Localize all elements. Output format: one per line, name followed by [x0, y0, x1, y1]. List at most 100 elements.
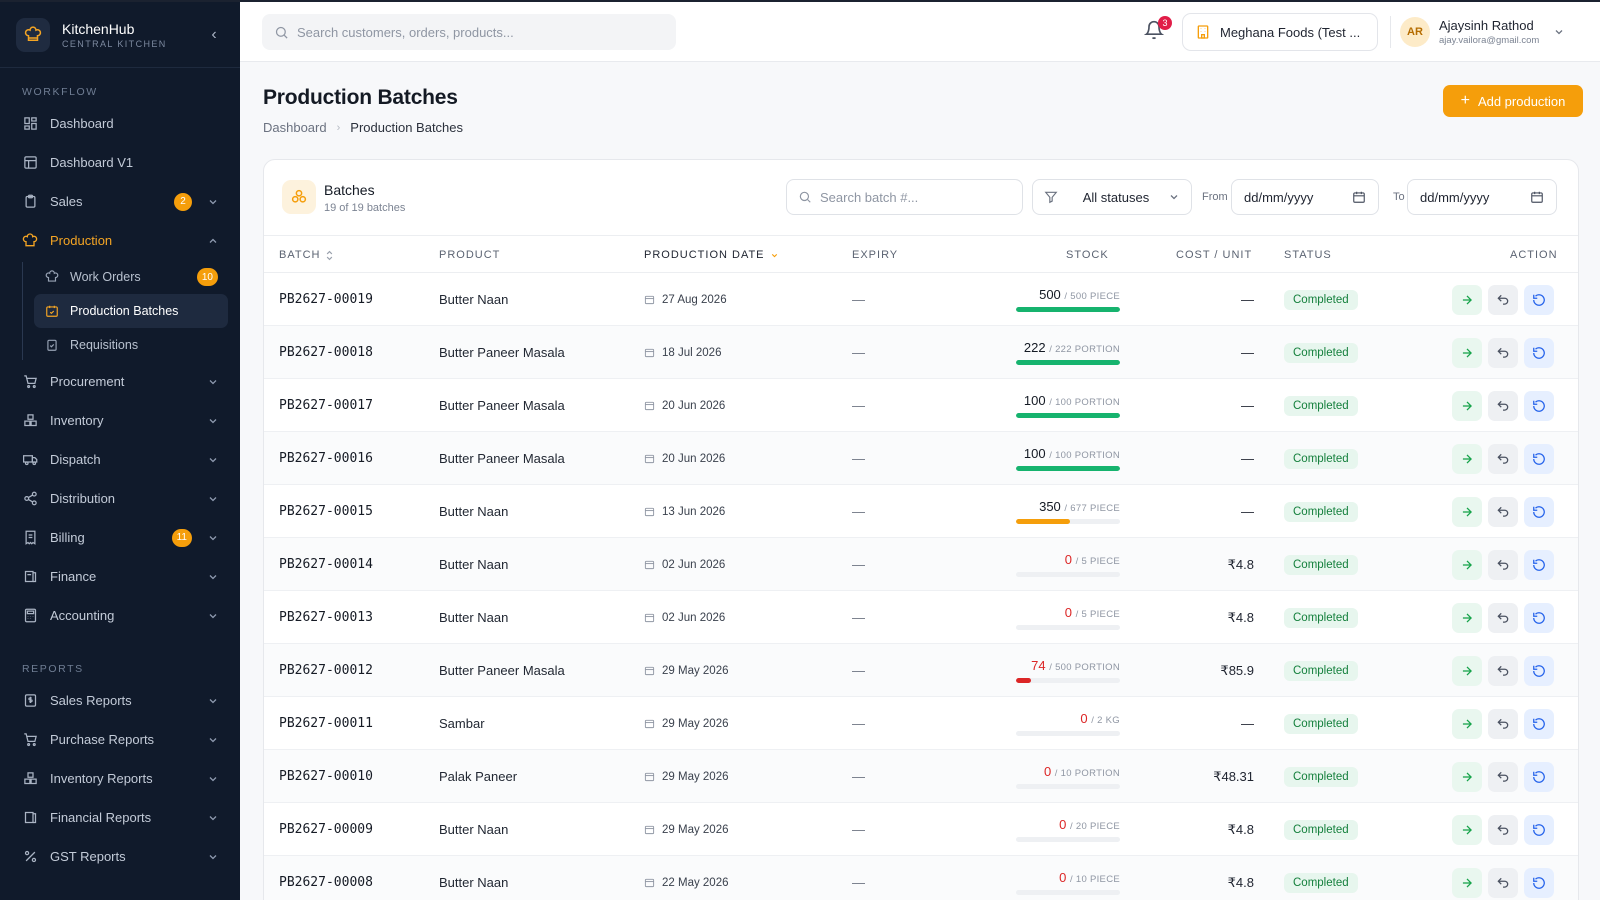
user-menu[interactable]: AR Ajaysinh Rathod ajay.vailora@gmail.co…: [1400, 12, 1590, 52]
reprocess-batch-button[interactable]: [1524, 549, 1554, 580]
sidebar-item-sales-reports[interactable]: Sales Reports: [0, 681, 240, 720]
reprocess-batch-button[interactable]: [1524, 390, 1554, 421]
table-row[interactable]: PB2627-00014 Butter Naan 02 Jun 2026 — 0…: [264, 538, 1578, 591]
view-batch-button[interactable]: [1452, 602, 1482, 633]
batch-search[interactable]: [786, 179, 1023, 215]
reprocess-batch-button[interactable]: [1524, 867, 1554, 898]
return-batch-button[interactable]: [1488, 496, 1518, 527]
table-row[interactable]: PB2627-00019 Butter Naan 27 Aug 2026 — 5…: [264, 273, 1578, 326]
return-batch-button[interactable]: [1488, 655, 1518, 686]
global-search[interactable]: [262, 14, 676, 50]
reprocess-batch-button[interactable]: [1524, 761, 1554, 792]
table-row[interactable]: PB2627-00018 Butter Paneer Masala 18 Jul…: [264, 326, 1578, 379]
column-production-date[interactable]: PRODUCTION DATE: [644, 249, 779, 261]
return-batch-button[interactable]: [1488, 337, 1518, 368]
sidebar-item-dashboard[interactable]: Dashboard: [0, 104, 240, 143]
reprocess-batch-button[interactable]: [1524, 337, 1554, 368]
status-filter-select[interactable]: All statuses: [1032, 179, 1192, 215]
reprocess-batch-button[interactable]: [1524, 708, 1554, 739]
breadcrumb-dashboard-link[interactable]: Dashboard: [263, 120, 327, 135]
sidebar-item-financial-reports[interactable]: Financial Reports: [0, 798, 240, 837]
table-row[interactable]: PB2627-00012 Butter Paneer Masala 29 May…: [264, 644, 1578, 697]
sidebar-item-gst-reports[interactable]: GST Reports: [0, 837, 240, 876]
reprocess-batch-button[interactable]: [1524, 814, 1554, 845]
table-row[interactable]: PB2627-00015 Butter Naan 13 Jun 2026 — 3…: [264, 485, 1578, 538]
return-batch-button[interactable]: [1488, 708, 1518, 739]
add-production-button[interactable]: + Add production: [1443, 85, 1583, 117]
return-batch-button[interactable]: [1488, 602, 1518, 633]
stock-cell: 0 / 2 KG: [1016, 697, 1120, 750]
calendar-icon: [644, 877, 655, 888]
batch-search-input[interactable]: [820, 189, 1000, 205]
column-batch[interactable]: BATCH: [279, 249, 334, 261]
sidebar-subitem-requisitions[interactable]: Requisitions: [34, 328, 228, 362]
view-batch-button[interactable]: [1452, 337, 1482, 368]
sidebar-item-purchase-reports[interactable]: Purchase Reports: [0, 720, 240, 759]
sidebar-item-accounting[interactable]: Accounting: [0, 596, 240, 635]
reprocess-batch-button[interactable]: [1524, 496, 1554, 527]
batch-number[interactable]: PB2627-00019: [279, 292, 373, 307]
batch-number[interactable]: PB2627-00011: [279, 716, 373, 731]
table-row[interactable]: PB2627-00017 Butter Paneer Masala 20 Jun…: [264, 379, 1578, 432]
return-batch-button[interactable]: [1488, 443, 1518, 474]
reprocess-batch-button[interactable]: [1524, 284, 1554, 315]
company-selector[interactable]: Meghana Foods (Test ...: [1182, 13, 1378, 51]
sidebar-item-sales[interactable]: Sales 2: [0, 182, 240, 221]
view-batch-button[interactable]: [1452, 443, 1482, 474]
table-row[interactable]: PB2627-00009 Butter Naan 29 May 2026 — 0…: [264, 803, 1578, 856]
batch-number[interactable]: PB2627-00008: [279, 875, 373, 890]
production-date-text: 20 Jun 2026: [662, 399, 726, 412]
sidebar-item-procurement[interactable]: Procurement: [0, 362, 240, 401]
sidebar-item-dashboard-v1[interactable]: Dashboard V1: [0, 143, 240, 182]
cost-per-unit: —: [1241, 345, 1254, 360]
batch-number[interactable]: PB2627-00009: [279, 822, 373, 837]
view-batch-button[interactable]: [1452, 655, 1482, 686]
view-batch-button[interactable]: [1452, 761, 1482, 792]
return-batch-button[interactable]: [1488, 284, 1518, 315]
view-batch-button[interactable]: [1452, 284, 1482, 315]
sidebar-subitem-production-batches[interactable]: Production Batches: [34, 294, 228, 328]
table-row[interactable]: PB2627-00008 Butter Naan 22 May 2026 — 0…: [264, 856, 1578, 900]
collapse-sidebar-icon[interactable]: ‹: [211, 25, 217, 43]
batch-number[interactable]: PB2627-00010: [279, 769, 373, 784]
reprocess-batch-button[interactable]: [1524, 443, 1554, 474]
global-search-input[interactable]: [297, 24, 664, 40]
sidebar-item-inventory[interactable]: Inventory: [0, 401, 240, 440]
sidebar-subitem-work-orders[interactable]: Work Orders 10: [34, 260, 228, 294]
view-batch-button[interactable]: [1452, 390, 1482, 421]
return-batch-button[interactable]: [1488, 549, 1518, 580]
sidebar-item-inventory-reports[interactable]: Inventory Reports: [0, 759, 240, 798]
expiry-date: —: [852, 663, 865, 678]
from-date-input[interactable]: dd/mm/yyyy: [1231, 179, 1379, 215]
batch-number[interactable]: PB2627-00014: [279, 557, 373, 572]
reprocess-batch-button[interactable]: [1524, 602, 1554, 633]
reprocess-batch-button[interactable]: [1524, 655, 1554, 686]
batch-number[interactable]: PB2627-00013: [279, 610, 373, 625]
table-row[interactable]: PB2627-00013 Butter Naan 02 Jun 2026 — 0…: [264, 591, 1578, 644]
table-row[interactable]: PB2627-00016 Butter Paneer Masala 20 Jun…: [264, 432, 1578, 485]
sidebar-item-distribution[interactable]: Distribution: [0, 479, 240, 518]
to-date-input[interactable]: dd/mm/yyyy: [1407, 179, 1557, 215]
sidebar-item-billing[interactable]: Billing 11: [0, 518, 240, 557]
view-batch-button[interactable]: [1452, 496, 1482, 527]
batch-number[interactable]: PB2627-00015: [279, 504, 373, 519]
table-row[interactable]: PB2627-00011 Sambar 29 May 2026 — 0 / 2 …: [264, 697, 1578, 750]
cost-per-unit: ₹4.8: [1227, 821, 1254, 837]
view-batch-button[interactable]: [1452, 708, 1482, 739]
batch-number[interactable]: PB2627-00017: [279, 398, 373, 413]
return-batch-button[interactable]: [1488, 814, 1518, 845]
return-batch-button[interactable]: [1488, 390, 1518, 421]
sidebar-item-production[interactable]: Production: [0, 221, 240, 260]
return-batch-button[interactable]: [1488, 867, 1518, 898]
sidebar-item-dispatch[interactable]: Dispatch: [0, 440, 240, 479]
view-batch-button[interactable]: [1452, 867, 1482, 898]
batch-number[interactable]: PB2627-00012: [279, 663, 373, 678]
batch-number[interactable]: PB2627-00018: [279, 345, 373, 360]
batch-number[interactable]: PB2627-00016: [279, 451, 373, 466]
sidebar-item-finance[interactable]: Finance: [0, 557, 240, 596]
table-row[interactable]: PB2627-00010 Palak Paneer 29 May 2026 — …: [264, 750, 1578, 803]
view-batch-button[interactable]: [1452, 549, 1482, 580]
return-batch-button[interactable]: [1488, 761, 1518, 792]
view-batch-button[interactable]: [1452, 814, 1482, 845]
notifications-button[interactable]: 3: [1144, 16, 1172, 42]
